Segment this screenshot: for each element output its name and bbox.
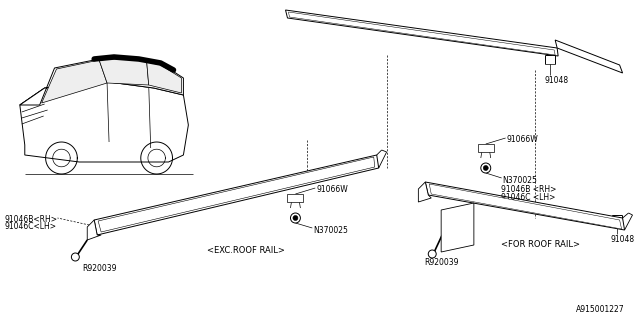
Text: N370025: N370025 [502,176,538,185]
Text: 91046B <RH>: 91046B <RH> [500,185,556,194]
Polygon shape [94,155,379,235]
Polygon shape [98,157,375,232]
Circle shape [291,213,300,223]
Text: R920039: R920039 [83,264,116,273]
Circle shape [481,163,491,173]
Polygon shape [285,10,558,56]
Polygon shape [287,194,303,202]
Polygon shape [289,12,555,55]
Polygon shape [42,60,107,103]
Text: A915001227: A915001227 [576,305,625,314]
Circle shape [483,165,488,171]
Text: <EXC.ROOF RAIL>: <EXC.ROOF RAIL> [207,246,285,255]
Polygon shape [426,182,625,230]
Text: 91046C<LH>: 91046C<LH> [5,222,57,231]
Polygon shape [99,58,148,85]
Text: 91048: 91048 [544,76,568,85]
Polygon shape [478,144,493,152]
Polygon shape [555,40,623,73]
Circle shape [428,250,436,258]
Polygon shape [87,220,101,240]
Circle shape [72,253,79,261]
Polygon shape [20,58,184,105]
Text: 91046C <LH>: 91046C <LH> [500,193,555,202]
Text: <FOR ROOF RAIL>: <FOR ROOF RAIL> [500,240,580,249]
Polygon shape [147,62,181,93]
Text: R920039: R920039 [424,258,459,267]
Text: 91048: 91048 [611,235,635,244]
Text: N370025: N370025 [313,226,348,235]
Text: 91066W: 91066W [507,135,538,144]
Text: 91046B<RH>: 91046B<RH> [5,215,58,224]
Polygon shape [419,182,431,202]
Text: 91066W: 91066W [316,185,348,194]
Polygon shape [20,82,188,162]
Circle shape [293,215,298,220]
Polygon shape [429,184,621,229]
Polygon shape [441,203,474,252]
